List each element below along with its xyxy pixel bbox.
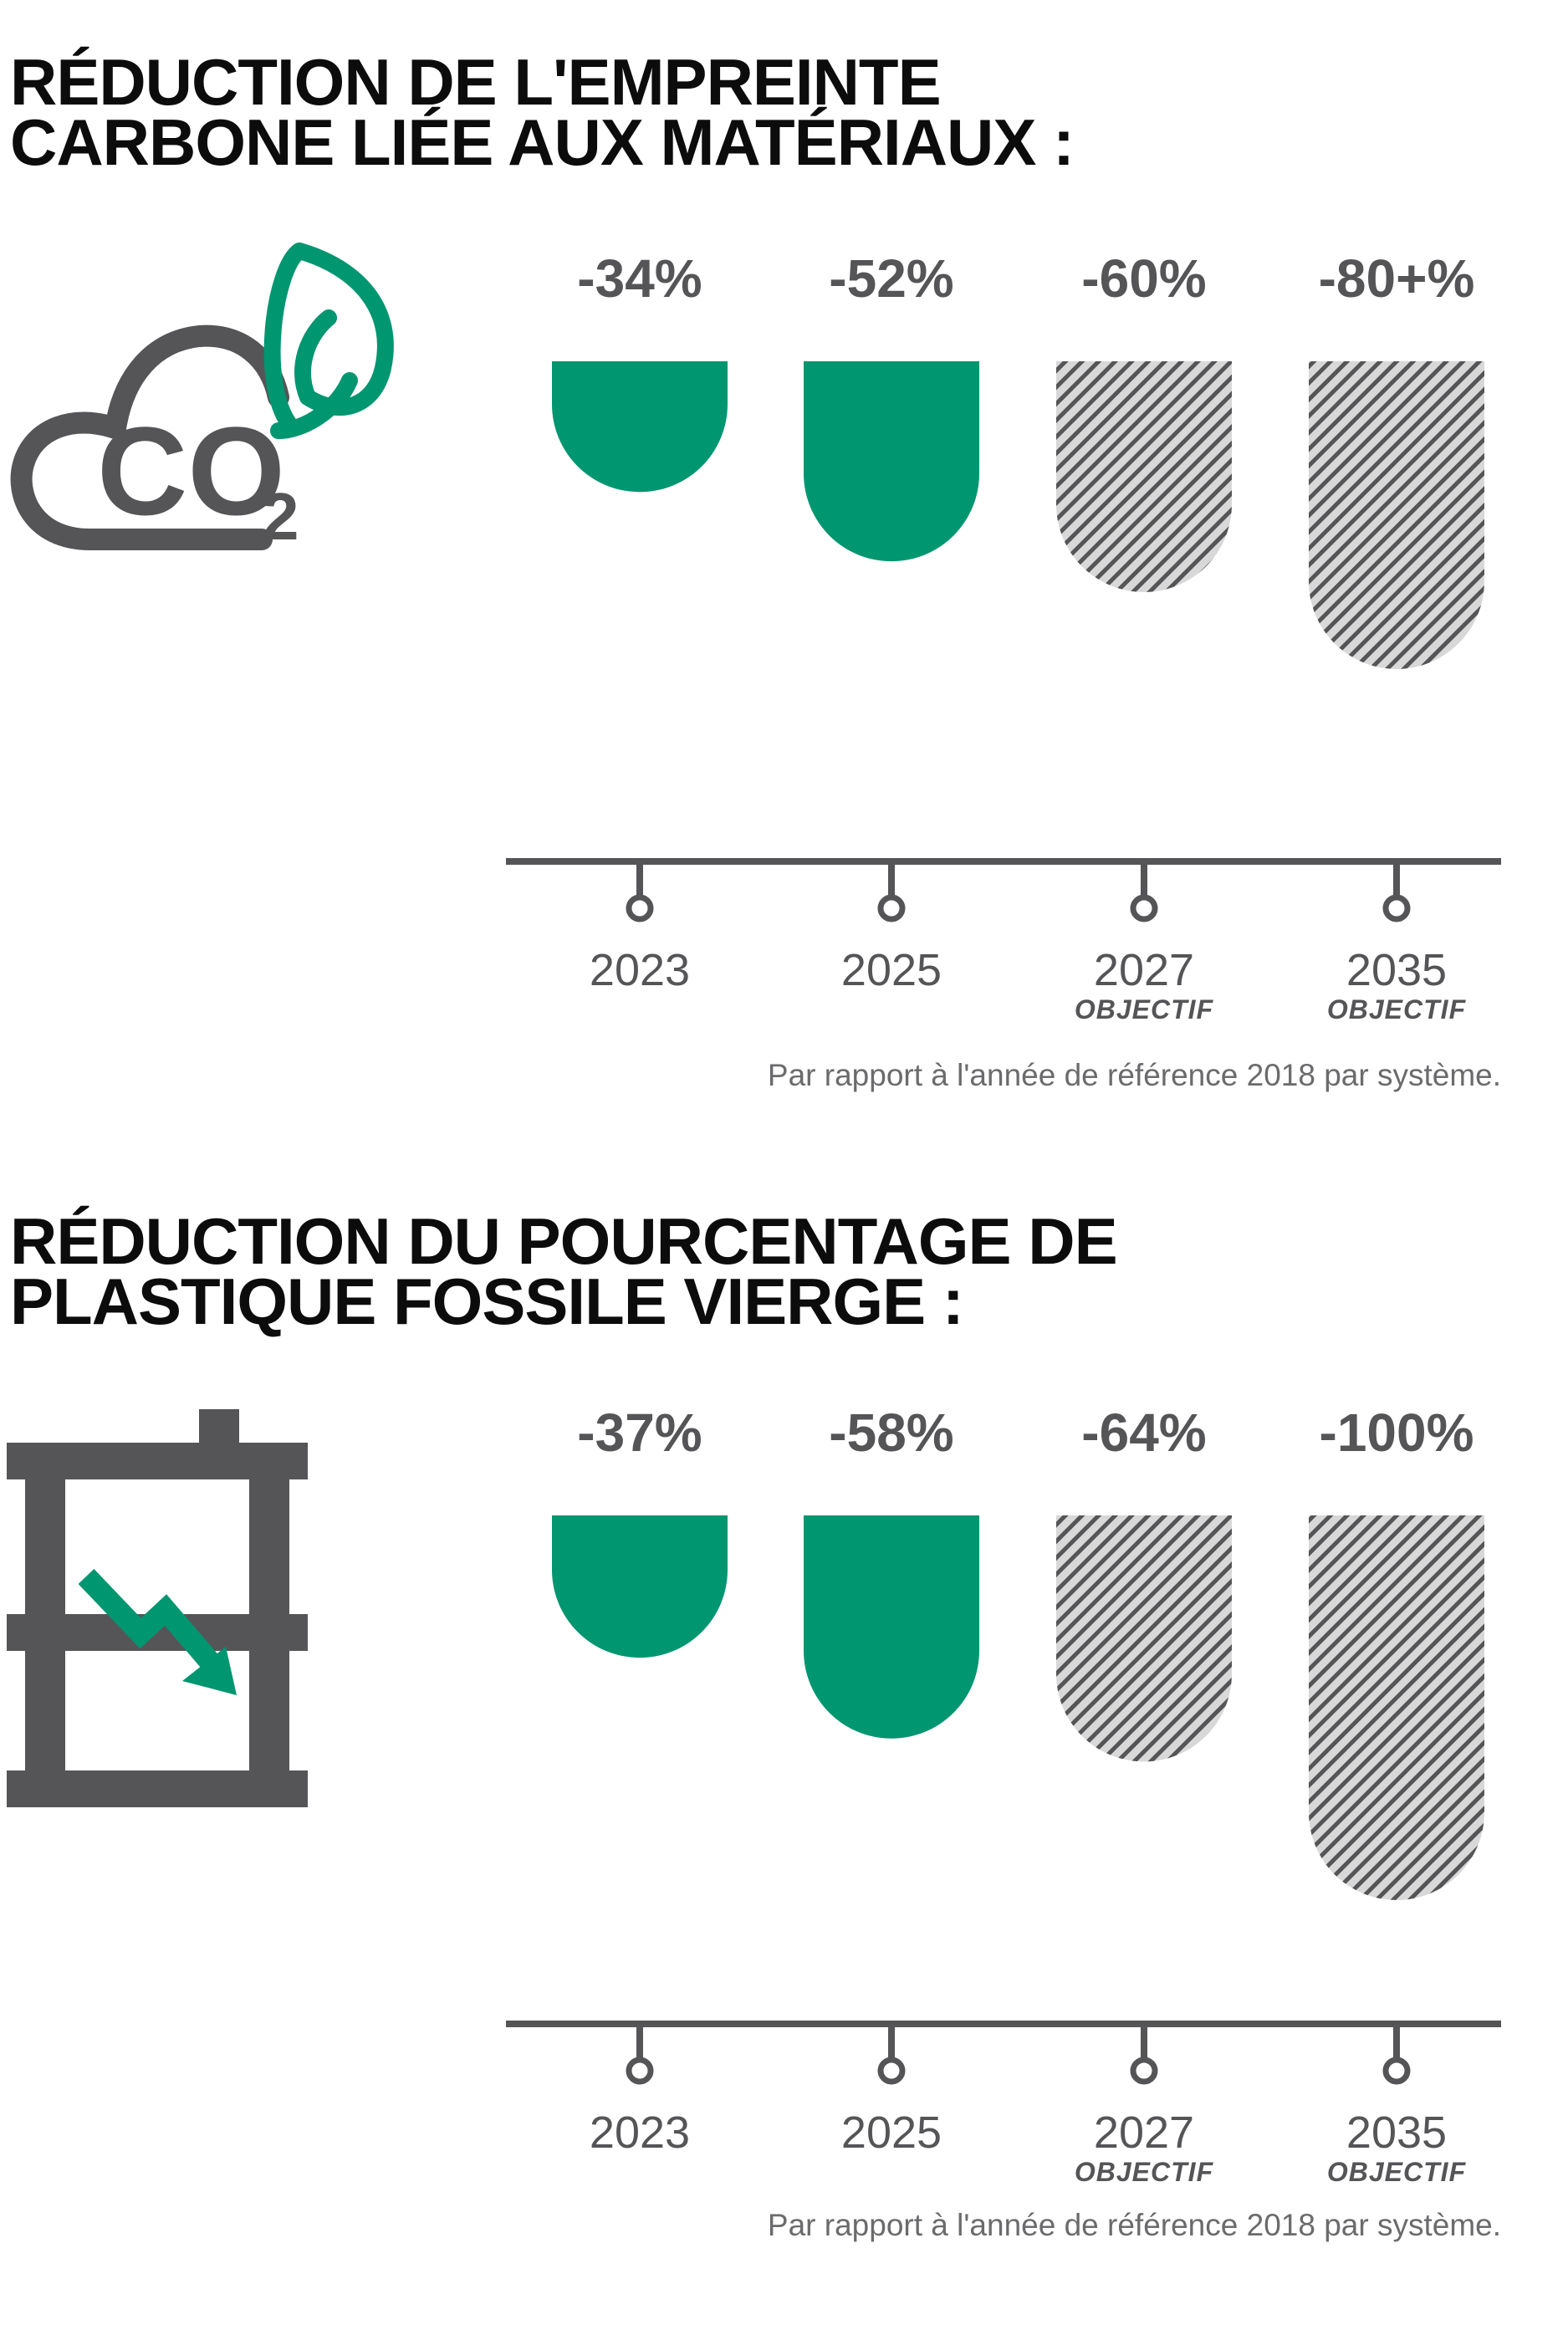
svg-text:2: 2 bbox=[262, 479, 299, 554]
bar-achieved bbox=[552, 1515, 728, 1658]
year-label: 2025 bbox=[841, 2108, 942, 2158]
carbon-bar-chart: -34% -52% -60% -80+%2023 2025 2027OBJECTIF203… bbox=[506, 248, 1501, 1024]
bar-target bbox=[1056, 1515, 1232, 1762]
axis-tick-dot bbox=[626, 894, 654, 922]
objective-label: OBJECTIF bbox=[1327, 994, 1467, 1024]
year-label: 2027 bbox=[1094, 2108, 1194, 2158]
axis-tick-dot bbox=[1382, 894, 1411, 922]
svg-text:CO: CO bbox=[97, 401, 285, 541]
axis-tick-dot bbox=[1382, 2057, 1411, 2085]
objective-label: OBJECTIF bbox=[1075, 994, 1214, 1024]
bar-target bbox=[1056, 361, 1232, 592]
title-line: CARBONE LIÉE AUX MATÉRIAUX : bbox=[10, 105, 1075, 179]
year-label: 2035 bbox=[1346, 945, 1447, 995]
chart-footnote: Par rapport à l'année de référence 2018 … bbox=[767, 1058, 1501, 1092]
value-label: -80+% bbox=[1319, 248, 1475, 309]
section-title: RÉDUCTION DE L'EMPREINTE CARBONE LIÉE AU… bbox=[10, 45, 1075, 179]
value-label: -100% bbox=[1320, 1403, 1474, 1463]
chart-footnote: Par rapport à l'année de référence 2018 … bbox=[767, 2208, 1501, 2242]
plastic-bar-chart: -37% -58% -64% -100%2023 2025 2027OBJECTIF203… bbox=[506, 1403, 1501, 2187]
axis-tick-dot bbox=[877, 894, 906, 922]
title-line: PLASTIQUE FOSSILE VIERGE : bbox=[10, 1265, 964, 1338]
value-label: -64% bbox=[1081, 1403, 1206, 1463]
bar-target bbox=[1309, 1515, 1484, 1900]
bar-target bbox=[1309, 361, 1484, 669]
axis-tick-dot bbox=[1130, 2057, 1158, 2085]
bar-achieved bbox=[552, 361, 728, 493]
virgin-plastic-section: RÉDUCTION DU POURCENTAGE DE PLASTIQUE FO… bbox=[0, 1154, 1568, 2335]
objective-label: OBJECTIF bbox=[1327, 2157, 1467, 2187]
value-label: -60% bbox=[1081, 248, 1206, 309]
objective-label: OBJECTIF bbox=[1075, 2157, 1214, 2187]
value-label: -34% bbox=[577, 248, 702, 309]
title-line: RÉDUCTION DE L'EMPREINTE bbox=[10, 45, 942, 119]
value-label: -58% bbox=[829, 1403, 953, 1463]
value-label: -37% bbox=[577, 1403, 702, 1463]
title-line: RÉDUCTION DU POURCENTAGE DE bbox=[10, 1204, 1118, 1278]
year-label: 2023 bbox=[590, 2108, 690, 2158]
oil-barrel-down-arrow-icon bbox=[7, 1409, 308, 1807]
year-label: 2027 bbox=[1094, 945, 1194, 995]
year-label: 2023 bbox=[590, 945, 690, 995]
carbon-footprint-section: RÉDUCTION DE L'EMPREINTE CARBONE LIÉE AU… bbox=[0, 0, 1568, 1154]
axis-tick-dot bbox=[877, 2057, 906, 2085]
value-label: -52% bbox=[829, 248, 953, 309]
axis-tick-dot bbox=[1130, 894, 1158, 922]
bar-achieved bbox=[804, 361, 979, 562]
year-label: 2025 bbox=[841, 945, 942, 995]
section-title: RÉDUCTION DU POURCENTAGE DE PLASTIQUE FO… bbox=[10, 1204, 1118, 1338]
co2-cloud-leaf-icon: CO 2 bbox=[10, 243, 394, 554]
year-label: 2035 bbox=[1346, 2108, 1447, 2158]
axis-tick-dot bbox=[626, 2057, 654, 2085]
bar-achieved bbox=[804, 1515, 979, 1739]
